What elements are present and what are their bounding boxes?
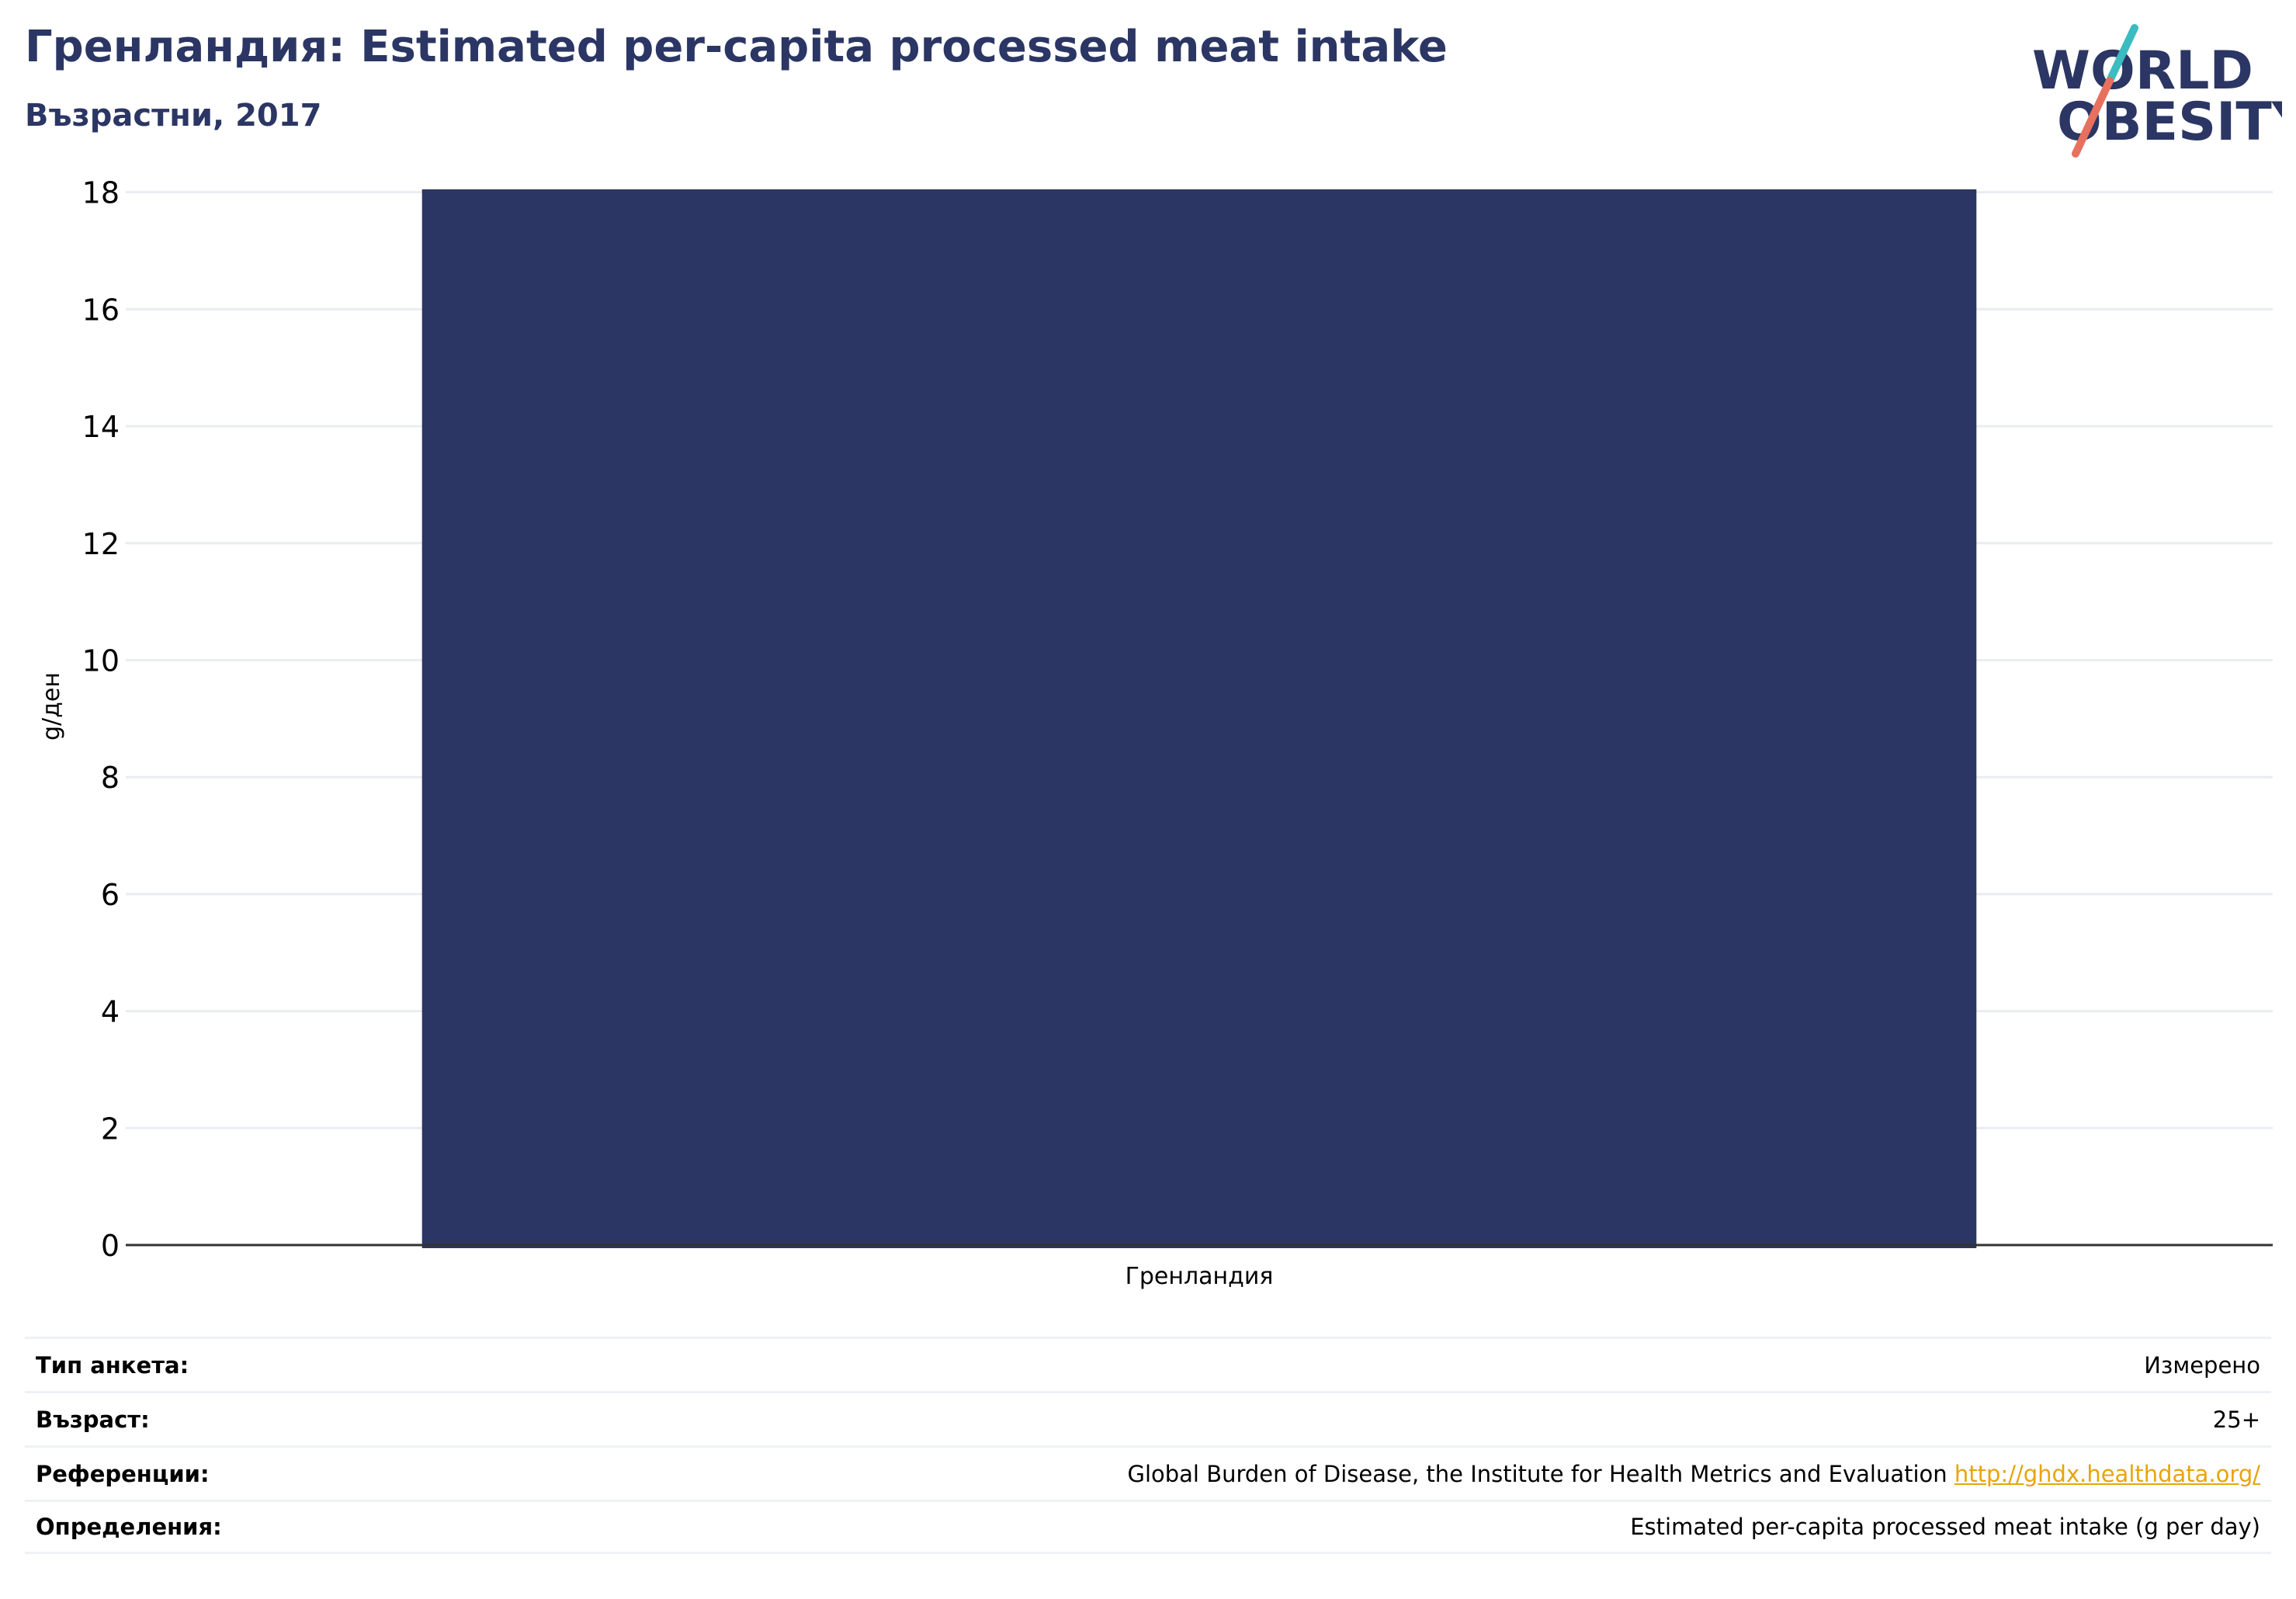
y-tick-label: 0: [101, 1229, 120, 1263]
survey-type-label: Тип анкета:: [36, 1351, 189, 1379]
metadata-row-definitions: Определения: Estimated per-capita proces…: [25, 1500, 2271, 1554]
y-tick-label: 6: [101, 878, 120, 912]
world-obesity-logo: WORLD OBESITY: [2032, 24, 2282, 158]
metadata-row-references: Референции: Global Burden of Disease, th…: [25, 1445, 2271, 1500]
y-tick-label: 4: [101, 995, 120, 1029]
logo-slash-bottom: [2072, 77, 2114, 158]
survey-type-value: Измерено: [2144, 1351, 2260, 1379]
axes: 0 2 4 6 8 10 12 14 16 18 Гренландия: [82, 176, 2273, 1290]
y-tick-label: 18: [82, 176, 120, 210]
definitions-label: Определения:: [36, 1514, 222, 1540]
chart-subtitle: Възрастни, 2017: [25, 98, 322, 134]
references-value: Global Burden of Disease, the Institute …: [1127, 1461, 2260, 1487]
metadata-table: Тип анкета: Измерено Възраст: 25+ Рефере…: [25, 1337, 2271, 1554]
references-label: Референции:: [36, 1460, 210, 1487]
y-tick-label: 8: [101, 761, 120, 795]
bar[interactable]: [421, 189, 1977, 1249]
definitions-value: Estimated per-capita processed meat inta…: [1630, 1514, 2260, 1540]
bars: [421, 189, 1977, 1249]
chart-title: Гренландия: Estimated per-capita process…: [25, 22, 1448, 72]
bar-chart: 0 2 4 6 8 10 12 14 16 18 Гренландия g/ден: [38, 176, 2273, 1290]
x-tick-label: Гренландия: [1125, 1263, 1274, 1290]
metadata-row-survey-type: Тип анкета: Измерено: [25, 1337, 2271, 1391]
y-tick-label: 10: [82, 643, 120, 678]
metadata-row-age: Възраст: 25+: [25, 1391, 2271, 1445]
references-text: Global Burden of Disease, the Institute …: [1127, 1460, 1947, 1487]
y-tick-label: 16: [82, 293, 120, 327]
y-tick-label: 2: [101, 1112, 120, 1146]
y-tick-label: 12: [82, 527, 120, 561]
logo-slash-top: [2106, 24, 2138, 85]
age-value: 25+: [2212, 1406, 2260, 1433]
logo-text-world: WORLD: [2032, 40, 2253, 102]
references-link[interactable]: http://ghdx.healthdata.org/: [1954, 1460, 2260, 1487]
age-label: Възраст:: [36, 1406, 150, 1433]
y-axis-label: g/ден: [38, 672, 65, 741]
y-tick-label: 14: [82, 410, 120, 444]
